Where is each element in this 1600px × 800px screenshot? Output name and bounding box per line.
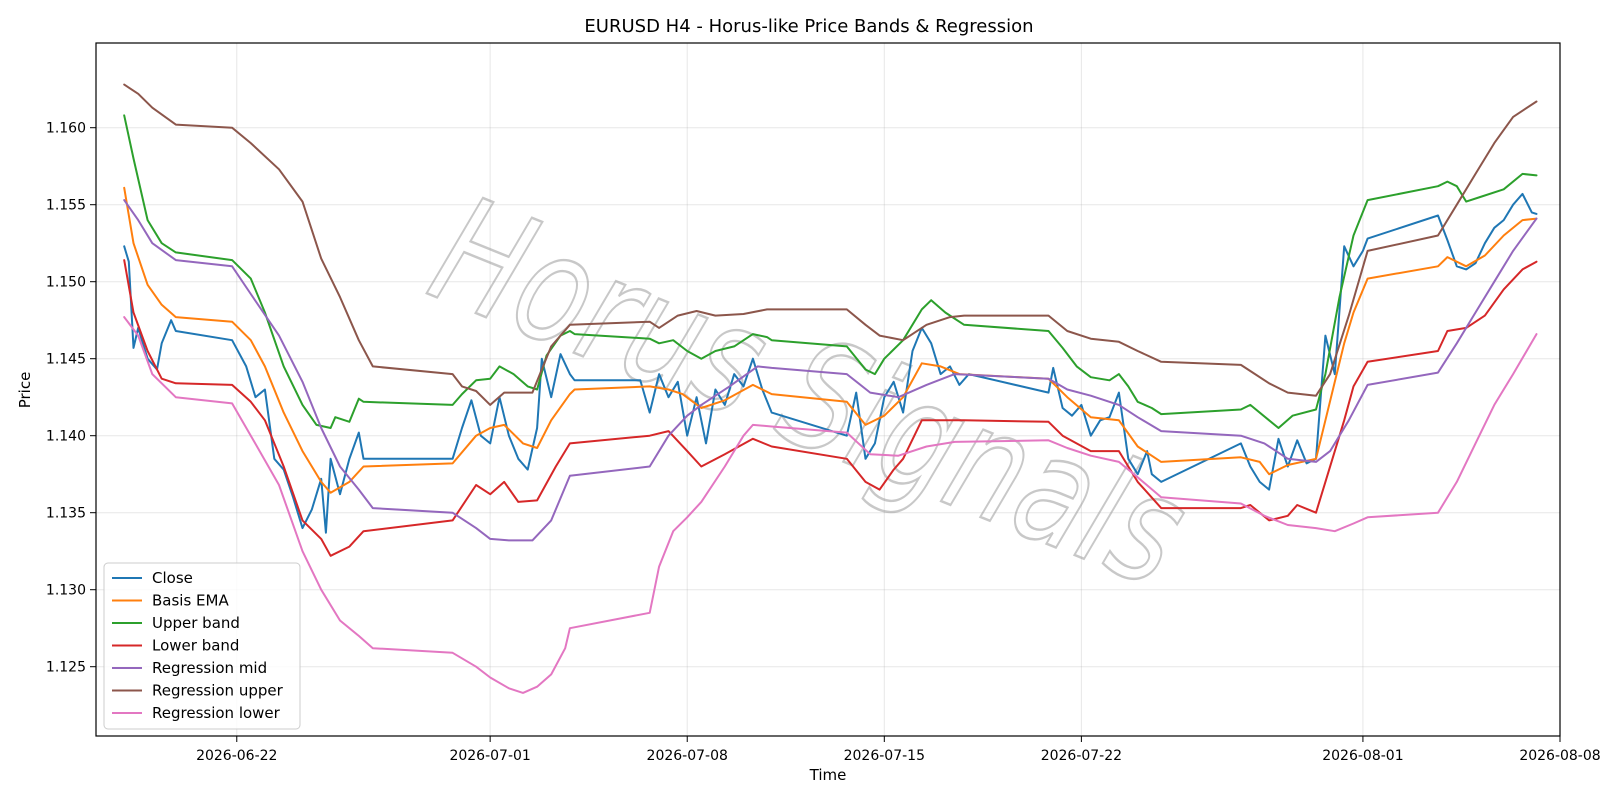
y-axis-label: Price bbox=[16, 372, 34, 409]
series-line-regression-mid bbox=[123, 199, 1538, 542]
y-tick-label: 1.150 bbox=[46, 275, 86, 291]
legend-label: Close bbox=[152, 569, 193, 587]
x-tick-label: 2026-06-22 bbox=[196, 748, 277, 764]
y-tick-label: 1.140 bbox=[46, 429, 86, 445]
legend-label: Regression upper bbox=[152, 682, 284, 700]
series-line-lower-band bbox=[123, 259, 1538, 557]
y-axis: 1.125 1.130 1.135 1.140 1.145 1.150 1.155 1.160 bbox=[46, 121, 96, 676]
legend-label: Regression mid bbox=[152, 659, 267, 677]
series-lines bbox=[123, 83, 1538, 694]
x-axis-label: Time bbox=[809, 766, 847, 784]
chart-title: EURUSD H4 - Horus-like Price Bands & Reg… bbox=[584, 16, 1033, 37]
series-line-upper-band bbox=[123, 114, 1538, 429]
y-tick-label: 1.135 bbox=[46, 506, 86, 522]
legend-box bbox=[103, 562, 301, 730]
legend-label: Basis EMA bbox=[152, 592, 229, 610]
legend: Close Basis EMA Upper band Lower band Regres… bbox=[103, 562, 301, 730]
x-axis: 2026-06-22 2026-07-01 2026-07-08 2026-07-15… bbox=[196, 736, 1600, 764]
series-line-regression-lower bbox=[123, 316, 1538, 694]
x-tick-label: 2026-07-15 bbox=[844, 748, 925, 764]
x-tick-label: 2026-07-01 bbox=[449, 748, 530, 764]
series-line-basis-ema bbox=[123, 186, 1538, 494]
plot-frame bbox=[95, 42, 1561, 737]
legend-label: Regression lower bbox=[152, 704, 281, 722]
legend-label: Upper band bbox=[152, 614, 240, 632]
x-tick-label: 2026-07-22 bbox=[1041, 748, 1122, 764]
y-tick-label: 1.130 bbox=[46, 583, 86, 599]
x-tick-label: 2026-08-08 bbox=[1519, 748, 1600, 764]
y-tick-label: 1.125 bbox=[46, 660, 86, 676]
legend-label: Lower band bbox=[152, 637, 239, 655]
y-tick-label: 1.160 bbox=[46, 121, 86, 137]
series-line-regression-upper bbox=[123, 83, 1538, 406]
y-tick-label: 1.145 bbox=[46, 352, 86, 368]
x-tick-label: 2026-07-08 bbox=[647, 748, 728, 764]
y-tick-label: 1.155 bbox=[46, 198, 86, 214]
x-tick-label: 2026-08-01 bbox=[1322, 748, 1403, 764]
